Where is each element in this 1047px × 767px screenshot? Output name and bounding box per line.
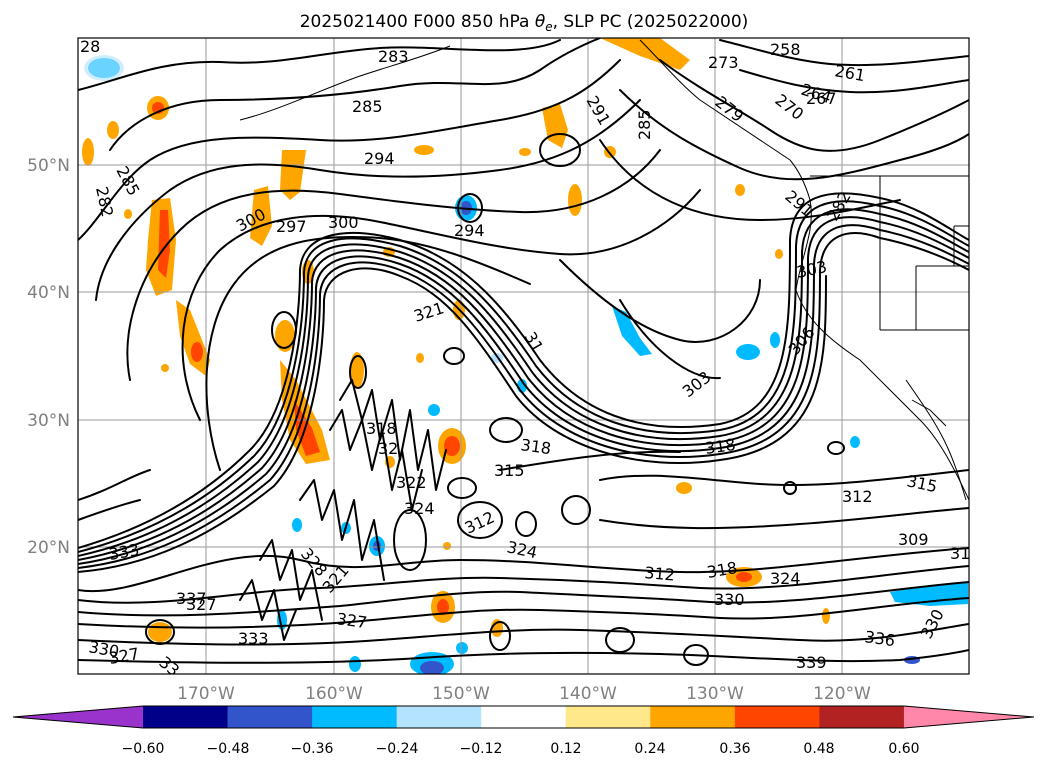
contour-label: 267	[806, 89, 837, 108]
contour-label: 300	[328, 213, 359, 232]
lat-label: 20°N	[27, 538, 70, 558]
contour-label: 32	[378, 439, 398, 458]
lon-label: 130°W	[686, 684, 744, 704]
lon-label: 160°W	[305, 684, 363, 704]
colorbar-segment	[734, 706, 820, 728]
colorbar-tick-label: 0.48	[803, 741, 834, 757]
lon-label: 120°W	[813, 684, 871, 704]
colorbar-tick-label: 0.12	[550, 741, 581, 757]
contour-label: 324	[404, 499, 435, 518]
colorbar-segment	[650, 706, 736, 728]
colorbar-outline	[12, 705, 1034, 729]
lon-label: 150°W	[432, 684, 490, 704]
contour-label: 327	[186, 595, 217, 614]
contour-label: 337	[176, 589, 207, 608]
contour-label: 312	[644, 563, 676, 585]
colorbar-tick-label: 0.24	[634, 741, 665, 757]
north-contours	[78, 38, 969, 530]
map-frame	[77, 37, 970, 675]
contour-label: 294	[364, 149, 395, 168]
theta-e-shading	[82, 38, 968, 674]
colorbar-segment	[227, 706, 313, 728]
map-area: 28 283 285 282 285 294 291 285 258 273 2…	[78, 37, 970, 674]
contour-label: 318	[366, 419, 397, 438]
contour-label: 285	[352, 97, 383, 116]
contour-label: 31	[950, 544, 970, 563]
colorbar-tick-label: −0.12	[460, 741, 503, 757]
contour-label: 283	[378, 47, 409, 66]
contour-label: 315	[494, 461, 525, 480]
colorbar-segment	[819, 706, 905, 728]
contour-label: 297	[276, 217, 307, 236]
contour-label: 285	[635, 109, 654, 140]
contour-label: 258	[770, 40, 801, 59]
colorbar-extend-high	[903, 706, 1034, 728]
convective-contours	[145, 133, 845, 666]
lat-label: 40°N	[27, 283, 70, 303]
contour-label: 339	[796, 653, 827, 672]
colorbar-tick-label: 0.36	[719, 741, 750, 757]
lon-label: 140°W	[559, 684, 617, 704]
colorbar-segment	[143, 706, 229, 728]
lon-label: 170°W	[177, 684, 235, 704]
contour-label: 294	[454, 221, 485, 240]
coastlines	[239, 39, 969, 501]
south-contour-band	[78, 547, 969, 664]
colorbar-tick-labels: −0.60 −0.48 −0.36 −0.24 −0.12 0.12 0.24 …	[122, 741, 920, 757]
contour-label: 312	[842, 487, 873, 506]
lat-label: 30°N	[27, 411, 70, 431]
contour-label: 324	[770, 569, 801, 588]
colorbar	[12, 705, 1034, 729]
theta-e-contours	[78, 38, 969, 666]
contour-label: 336	[863, 627, 896, 650]
colorbar-tick-label: 0.60	[888, 741, 919, 757]
colorbar-tick-label: −0.48	[207, 741, 250, 757]
colorbar-tick-label: −0.36	[291, 741, 334, 757]
longitude-labels: 170°W 160°W 150°W 140°W 130°W 120°W	[177, 684, 871, 704]
contour-label: 333	[238, 629, 269, 648]
lat-label: 50°N	[27, 156, 70, 176]
colorbar-segment	[481, 706, 567, 728]
contour-label: 330	[714, 590, 745, 609]
contour-label: 273	[708, 53, 739, 72]
colorbar-segment	[396, 706, 482, 728]
colorbar-extend-low	[13, 706, 143, 728]
contour-label: 318	[519, 435, 552, 458]
contour-label: 322	[396, 473, 427, 492]
colorbar-tick-label: −0.60	[122, 741, 165, 757]
contour-label: 318	[704, 435, 737, 458]
latitude-labels: 50°N 40°N 30°N 20°N	[27, 156, 70, 558]
contour-label: 327	[335, 609, 368, 632]
contour-label: 309	[898, 530, 929, 549]
graticule	[78, 38, 969, 674]
colorbar-segment	[312, 706, 398, 728]
colorbar-tick-label: −0.24	[376, 741, 419, 757]
jet-contour-band	[78, 192, 969, 573]
chart-title: 2025021400 F000 850 hPa θe, SLP PC (2025…	[300, 12, 749, 34]
colorbar-segment	[565, 706, 651, 728]
contour-label: 28	[80, 37, 100, 56]
